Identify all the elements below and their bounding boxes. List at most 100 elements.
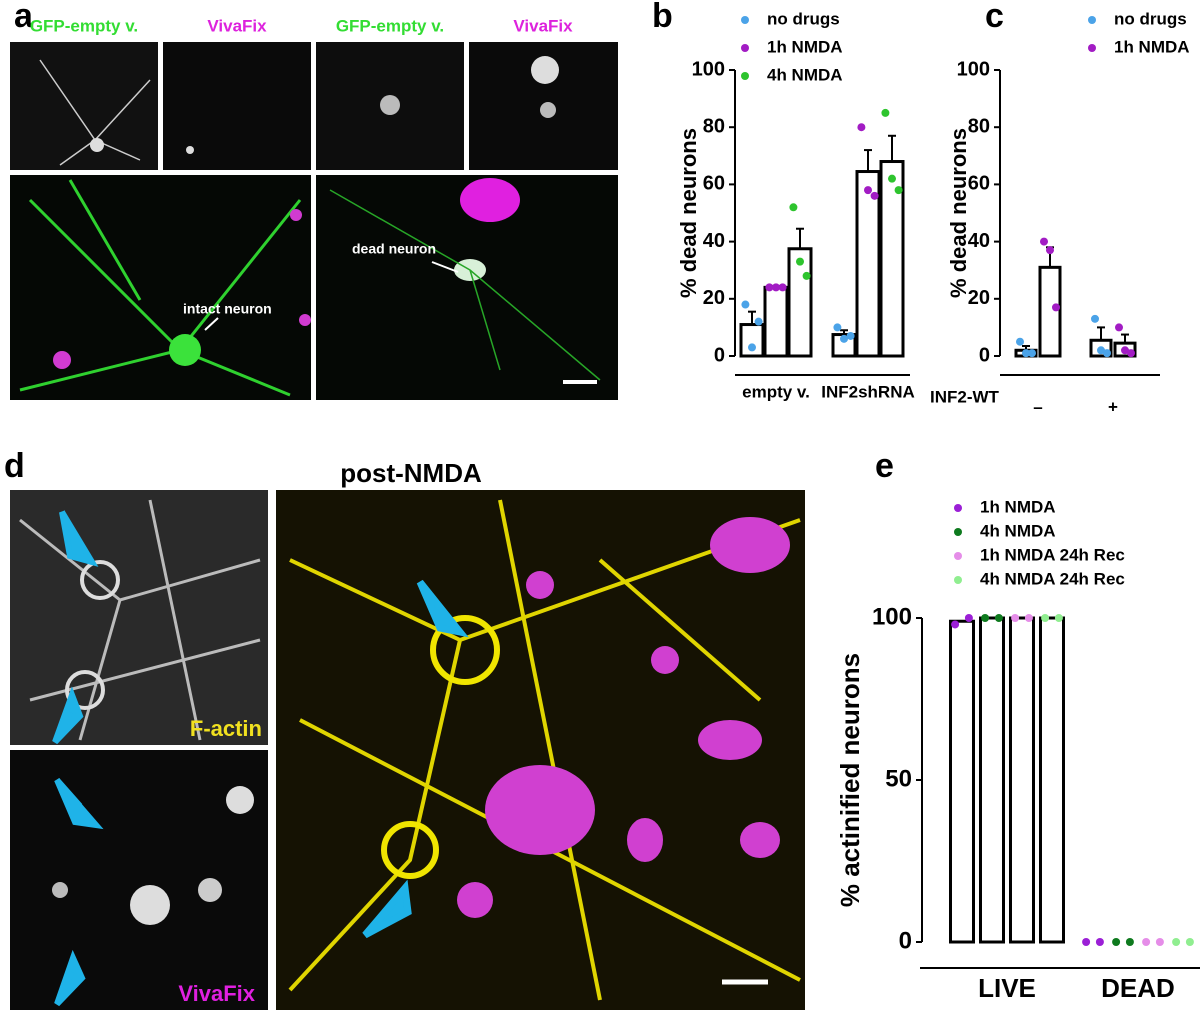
soma xyxy=(430,615,500,685)
spot xyxy=(710,517,790,573)
legend-label: 1h NMDA 24h Rec xyxy=(980,545,1125,564)
legend-marker xyxy=(741,44,749,52)
data-point xyxy=(802,271,811,280)
image-title: post-NMDA xyxy=(340,458,482,488)
legend-marker xyxy=(1088,44,1096,52)
y-tick-label: 80 xyxy=(968,115,990,137)
data-point xyxy=(1097,346,1105,355)
bar xyxy=(949,619,975,944)
spot xyxy=(198,878,222,902)
data-point xyxy=(846,331,855,340)
data-point xyxy=(1016,337,1024,346)
data-point xyxy=(748,343,756,352)
data-point xyxy=(951,620,960,629)
data-point xyxy=(894,186,903,195)
x-tick-label: + xyxy=(1108,397,1118,416)
data-point xyxy=(1172,938,1181,946)
y-tick-label: 20 xyxy=(703,287,725,309)
spot xyxy=(457,882,493,918)
data-point xyxy=(1185,938,1194,946)
legend-marker xyxy=(741,72,749,80)
data-point xyxy=(857,123,866,132)
data-point xyxy=(1103,349,1111,358)
y-tick-label: 60 xyxy=(703,173,725,195)
data-point xyxy=(1041,614,1050,622)
y-tick-label: 50 xyxy=(885,765,912,792)
legend-label: 4h NMDA 24h Rec xyxy=(980,569,1125,588)
data-point xyxy=(1127,349,1135,358)
image-label: GFP-empty v. xyxy=(30,16,138,35)
y-tick-label: 100 xyxy=(957,58,990,80)
data-point xyxy=(754,317,763,326)
data-point xyxy=(796,257,804,266)
data-point xyxy=(1040,237,1048,246)
legend-marker xyxy=(954,552,962,560)
row-label: INF2-WT xyxy=(930,387,1000,406)
data-point xyxy=(870,191,879,200)
x-tick-label: LIVE xyxy=(978,973,1036,1003)
legend-label: 1h NMDA xyxy=(980,497,1056,516)
data-point xyxy=(888,174,896,183)
data-point xyxy=(765,283,774,292)
pointer xyxy=(431,261,459,273)
legend-marker xyxy=(741,16,749,24)
annotation: dead neuron xyxy=(352,241,436,257)
bar xyxy=(1038,265,1062,358)
soma xyxy=(169,334,201,366)
data-point xyxy=(1011,614,1020,622)
data-point xyxy=(840,334,848,343)
y-axis-label: % dead neurons xyxy=(676,128,701,298)
data-point xyxy=(881,108,890,117)
image-label: VivaFix xyxy=(178,981,255,1006)
spot xyxy=(299,314,311,326)
y-tick-label: 0 xyxy=(979,344,990,366)
data-point xyxy=(1028,349,1036,358)
legend-marker xyxy=(954,504,962,512)
annotation: intact neuron xyxy=(183,301,272,317)
data-point xyxy=(1121,346,1129,355)
y-tick-label: 80 xyxy=(703,115,725,137)
image xyxy=(10,175,311,400)
micrographs-a xyxy=(10,42,618,400)
panel-label: e xyxy=(875,447,894,485)
panel-label: a xyxy=(14,0,34,35)
data-point xyxy=(1112,938,1121,946)
panel-label: b xyxy=(652,0,673,35)
data-point xyxy=(1091,314,1099,323)
data-point xyxy=(1115,323,1123,332)
image-label: F-actin xyxy=(190,716,262,741)
y-tick-label: 40 xyxy=(703,230,725,252)
legend-label: 1h NMDA xyxy=(767,37,843,56)
spot xyxy=(698,720,762,760)
legend-marker xyxy=(954,528,962,536)
image xyxy=(10,750,268,1010)
legend-label: no drugs xyxy=(1114,9,1187,28)
data-point xyxy=(964,614,973,622)
x-tick-label: INF2shRNA xyxy=(821,382,915,401)
y-tick-label: 60 xyxy=(968,173,990,195)
y-axis-label: % actinified neurons xyxy=(835,653,865,907)
data-point xyxy=(1024,614,1033,622)
data-point xyxy=(1052,303,1060,312)
y-tick-label: 0 xyxy=(899,927,912,954)
x-tick-label: empty v. xyxy=(742,382,810,401)
soma xyxy=(90,138,104,152)
spot xyxy=(52,882,68,898)
data-point xyxy=(1142,938,1151,946)
legend-label: 4h NMDA xyxy=(980,521,1056,540)
spot xyxy=(627,818,663,862)
data-point xyxy=(772,283,780,292)
data-point xyxy=(1095,938,1104,946)
legend-label: 4h NMDA xyxy=(767,65,843,84)
data-point xyxy=(1125,938,1134,946)
spot xyxy=(226,786,254,814)
spot xyxy=(186,146,194,154)
data-point xyxy=(994,614,1003,622)
bar xyxy=(1039,616,1065,944)
y-tick-label: 20 xyxy=(968,287,990,309)
image xyxy=(10,42,158,170)
soma xyxy=(80,560,120,600)
legend-label: no drugs xyxy=(767,9,840,28)
soma xyxy=(381,821,439,879)
